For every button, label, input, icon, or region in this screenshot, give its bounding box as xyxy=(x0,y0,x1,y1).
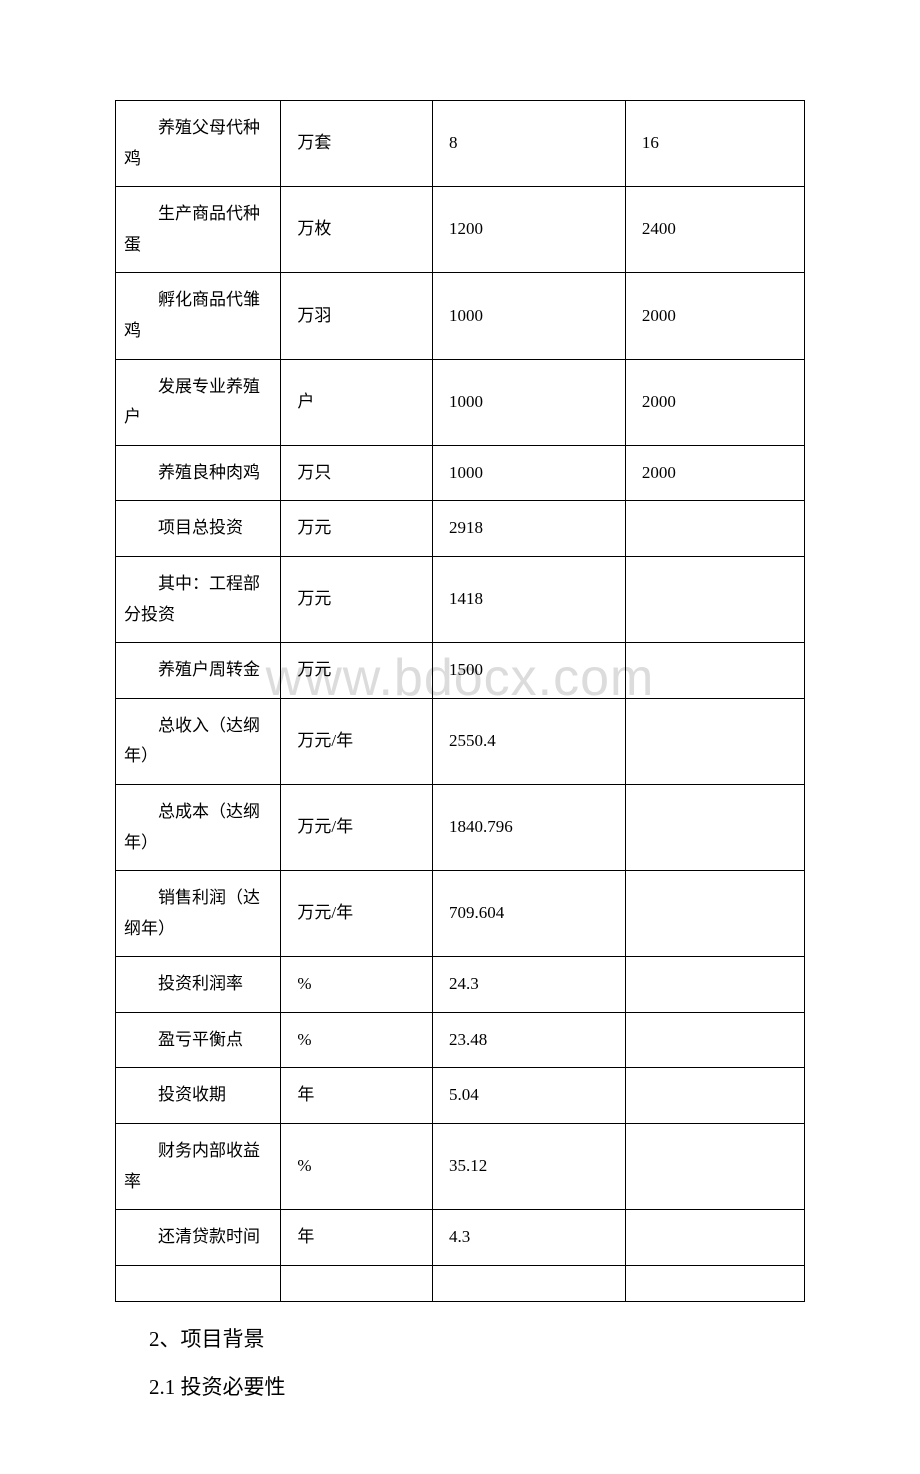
cell-label: 养殖良种肉鸡 xyxy=(116,445,281,501)
cell-unit: 万枚 xyxy=(281,187,433,273)
cell-value1: 1418 xyxy=(432,556,625,642)
cell-label: 发展专业养殖户 xyxy=(116,359,281,445)
table-row: 项目总投资 万元 2918 xyxy=(116,501,805,557)
cell-value2 xyxy=(625,501,804,557)
table-row-empty xyxy=(116,1265,805,1301)
cell-value1: 4.3 xyxy=(432,1210,625,1266)
cell-value2 xyxy=(625,1124,804,1210)
table-row: 发展专业养殖户 户 1000 2000 xyxy=(116,359,805,445)
cell-label: 财务内部收益率 xyxy=(116,1124,281,1210)
cell-value2 xyxy=(625,556,804,642)
cell-empty xyxy=(281,1265,433,1301)
cell-unit: 万元/年 xyxy=(281,784,433,870)
heading-2-1: 2.1 投资必要性 xyxy=(149,1366,805,1408)
cell-value2 xyxy=(625,643,804,699)
cell-value2 xyxy=(625,1012,804,1068)
cell-value2: 2000 xyxy=(625,359,804,445)
cell-label: 养殖父母代种鸡 xyxy=(116,101,281,187)
table-row: 财务内部收益率 % 35.12 xyxy=(116,1124,805,1210)
cell-label: 销售利润（达纲年） xyxy=(116,871,281,957)
cell-unit: 万元 xyxy=(281,556,433,642)
cell-label: 项目总投资 xyxy=(116,501,281,557)
cell-unit: 万羽 xyxy=(281,273,433,359)
table-body: 养殖父母代种鸡 万套 8 16 生产商品代种蛋 万枚 1200 2400 孵化商… xyxy=(116,101,805,1302)
table-container: 养殖父母代种鸡 万套 8 16 生产商品代种蛋 万枚 1200 2400 孵化商… xyxy=(115,100,805,1408)
cell-unit: % xyxy=(281,1012,433,1068)
cell-label: 投资利润率 xyxy=(116,957,281,1013)
cell-value1: 24.3 xyxy=(432,957,625,1013)
cell-value2 xyxy=(625,1210,804,1266)
cell-value1: 1500 xyxy=(432,643,625,699)
text-section: 2、项目背景 2.1 投资必要性 xyxy=(115,1318,805,1408)
cell-value1: 1000 xyxy=(432,445,625,501)
cell-value1: 1840.796 xyxy=(432,784,625,870)
cell-value1: 1000 xyxy=(432,359,625,445)
table-row: 其中：工程部分投资 万元 1418 xyxy=(116,556,805,642)
cell-label: 盈亏平衡点 xyxy=(116,1012,281,1068)
cell-empty xyxy=(116,1265,281,1301)
cell-unit: % xyxy=(281,957,433,1013)
table-row: 投资利润率 % 24.3 xyxy=(116,957,805,1013)
table-row: 养殖良种肉鸡 万只 1000 2000 xyxy=(116,445,805,501)
cell-value2: 2000 xyxy=(625,273,804,359)
table-row: 还清贷款时间 年 4.3 xyxy=(116,1210,805,1266)
cell-empty xyxy=(625,1265,804,1301)
table-row: 销售利润（达纲年） 万元/年 709.604 xyxy=(116,871,805,957)
table-row: 总成本（达纲年） 万元/年 1840.796 xyxy=(116,784,805,870)
cell-value1: 2550.4 xyxy=(432,698,625,784)
cell-value2: 2400 xyxy=(625,187,804,273)
cell-unit: 万套 xyxy=(281,101,433,187)
cell-value2 xyxy=(625,871,804,957)
cell-label: 投资收期 xyxy=(116,1068,281,1124)
cell-unit: % xyxy=(281,1124,433,1210)
cell-label: 总收入（达纲年） xyxy=(116,698,281,784)
table-row: 总收入（达纲年） 万元/年 2550.4 xyxy=(116,698,805,784)
table-row: 投资收期 年 5.04 xyxy=(116,1068,805,1124)
cell-value2 xyxy=(625,698,804,784)
cell-value2 xyxy=(625,957,804,1013)
cell-label: 总成本（达纲年） xyxy=(116,784,281,870)
cell-unit: 年 xyxy=(281,1210,433,1266)
cell-label: 还清贷款时间 xyxy=(116,1210,281,1266)
cell-unit: 万只 xyxy=(281,445,433,501)
cell-label: 生产商品代种蛋 xyxy=(116,187,281,273)
cell-value1: 709.604 xyxy=(432,871,625,957)
table-row: 养殖户周转金 万元 1500 xyxy=(116,643,805,699)
cell-value2: 16 xyxy=(625,101,804,187)
cell-empty xyxy=(432,1265,625,1301)
cell-unit: 万元/年 xyxy=(281,698,433,784)
cell-value1: 5.04 xyxy=(432,1068,625,1124)
table-row: 生产商品代种蛋 万枚 1200 2400 xyxy=(116,187,805,273)
cell-value1: 8 xyxy=(432,101,625,187)
cell-value2: 2000 xyxy=(625,445,804,501)
cell-value2 xyxy=(625,784,804,870)
cell-unit: 万元/年 xyxy=(281,871,433,957)
cell-unit: 万元 xyxy=(281,643,433,699)
cell-unit: 户 xyxy=(281,359,433,445)
cell-value1: 1000 xyxy=(432,273,625,359)
table-row: 孵化商品代雏鸡 万羽 1000 2000 xyxy=(116,273,805,359)
cell-value1: 23.48 xyxy=(432,1012,625,1068)
table-row: 养殖父母代种鸡 万套 8 16 xyxy=(116,101,805,187)
project-data-table: 养殖父母代种鸡 万套 8 16 生产商品代种蛋 万枚 1200 2400 孵化商… xyxy=(115,100,805,1302)
table-row: 盈亏平衡点 % 23.48 xyxy=(116,1012,805,1068)
cell-label: 养殖户周转金 xyxy=(116,643,281,699)
cell-label: 其中：工程部分投资 xyxy=(116,556,281,642)
cell-unit: 万元 xyxy=(281,501,433,557)
cell-value1: 2918 xyxy=(432,501,625,557)
cell-value2 xyxy=(625,1068,804,1124)
cell-unit: 年 xyxy=(281,1068,433,1124)
cell-value1: 1200 xyxy=(432,187,625,273)
cell-label: 孵化商品代雏鸡 xyxy=(116,273,281,359)
heading-2: 2、项目背景 xyxy=(149,1318,805,1360)
cell-value1: 35.12 xyxy=(432,1124,625,1210)
